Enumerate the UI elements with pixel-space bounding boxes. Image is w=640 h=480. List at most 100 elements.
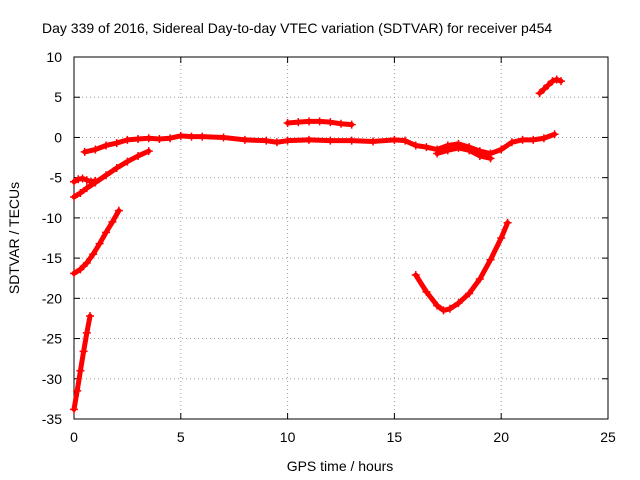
data-point xyxy=(91,176,100,185)
data-point xyxy=(544,81,553,90)
data-point xyxy=(134,151,143,160)
data-point xyxy=(304,135,313,144)
x-tick-label: 10 xyxy=(280,429,296,445)
x-tick-label: 20 xyxy=(493,429,509,445)
data-point xyxy=(166,134,175,143)
data-point xyxy=(76,265,85,274)
series-arc-0-1 xyxy=(70,174,100,186)
series-arc-0-2 xyxy=(70,206,123,278)
data-point xyxy=(486,154,495,163)
series-arc-main xyxy=(80,130,559,158)
data-point xyxy=(503,218,512,227)
series-arc-21.8-22.8 xyxy=(535,75,566,98)
y-tick-label: -20 xyxy=(42,290,62,306)
data-point xyxy=(475,275,484,284)
data-point xyxy=(326,136,335,145)
data-point xyxy=(73,386,82,395)
y-tick-label: -25 xyxy=(42,331,62,347)
data-point xyxy=(326,118,335,127)
data-point xyxy=(123,135,132,144)
data-point xyxy=(102,228,111,237)
series-band xyxy=(82,131,558,157)
data-point xyxy=(70,405,78,414)
data-point xyxy=(465,289,474,298)
data-point xyxy=(144,147,153,156)
data-point xyxy=(82,258,91,267)
x-tick-label: 5 xyxy=(177,429,185,445)
data-point xyxy=(422,143,431,152)
data-point xyxy=(70,192,78,201)
data-point xyxy=(390,135,399,144)
series-band xyxy=(413,220,511,313)
data-point xyxy=(454,143,463,152)
data-point xyxy=(262,136,271,145)
data-point xyxy=(433,149,442,158)
data-point xyxy=(82,184,91,193)
data-point xyxy=(497,145,506,154)
data-point xyxy=(114,206,123,215)
data-point xyxy=(76,188,85,197)
plot-frame xyxy=(73,56,609,420)
data-point xyxy=(315,117,324,126)
data-point xyxy=(369,137,378,146)
data-point xyxy=(79,347,88,356)
data-point xyxy=(102,141,111,150)
data-point xyxy=(283,136,292,145)
chart-title: Day 339 of 2016, Sidereal Day-to-day VTE… xyxy=(42,20,552,36)
data-point xyxy=(219,133,228,142)
series-arc-17-19 xyxy=(433,143,495,163)
data-point xyxy=(112,164,121,173)
data-point xyxy=(550,130,559,139)
data-point xyxy=(82,328,91,337)
data-point xyxy=(347,136,356,145)
series-band xyxy=(71,208,122,276)
data-point xyxy=(240,135,249,144)
data-point xyxy=(422,287,431,296)
y-axis-title: SDTVAR / TECUs xyxy=(6,182,22,294)
y-tick-label: -5 xyxy=(50,170,63,186)
data-point xyxy=(465,146,474,155)
data-point xyxy=(557,77,566,86)
data-point xyxy=(95,239,104,248)
y-tick-labels: -35 -30 -25 -20 -15 -10 -5 0 5 10 xyxy=(42,49,62,427)
x-tick-label: 15 xyxy=(387,429,403,445)
data-point xyxy=(475,151,484,160)
data-point xyxy=(552,75,561,84)
data-point xyxy=(144,134,153,143)
y-tick-label: -35 xyxy=(42,411,62,427)
data-point xyxy=(176,131,185,140)
data-point xyxy=(433,301,442,310)
data-point xyxy=(507,138,516,147)
data-point xyxy=(198,132,207,141)
data-point xyxy=(272,138,281,147)
data-point xyxy=(86,312,95,321)
x-tick-label: 0 xyxy=(70,429,78,445)
grid xyxy=(74,57,608,419)
data-point xyxy=(411,271,420,280)
data-point xyxy=(74,175,83,184)
data-point xyxy=(337,119,345,128)
x-tick-label: 25 xyxy=(600,429,616,445)
data-point xyxy=(486,255,495,264)
data-point xyxy=(401,136,410,145)
data-point xyxy=(294,118,303,127)
data-point xyxy=(70,177,78,186)
data-point xyxy=(347,120,356,129)
data-series xyxy=(70,75,566,414)
x-tick-labels: 0 5 10 15 20 25 xyxy=(70,429,616,445)
data-point xyxy=(134,135,143,144)
data-point xyxy=(518,135,527,144)
data-point xyxy=(76,366,85,375)
data-point xyxy=(539,85,548,94)
data-point xyxy=(283,118,292,127)
data-point xyxy=(497,234,506,242)
y-tick-label: 5 xyxy=(54,89,62,105)
series-band xyxy=(71,313,93,412)
series-arc-0-3.5 xyxy=(70,147,153,201)
data-point xyxy=(123,157,132,166)
data-point xyxy=(89,250,98,259)
data-point xyxy=(529,135,538,144)
data-point xyxy=(535,89,544,98)
data-point xyxy=(82,176,91,185)
data-point xyxy=(548,77,557,86)
